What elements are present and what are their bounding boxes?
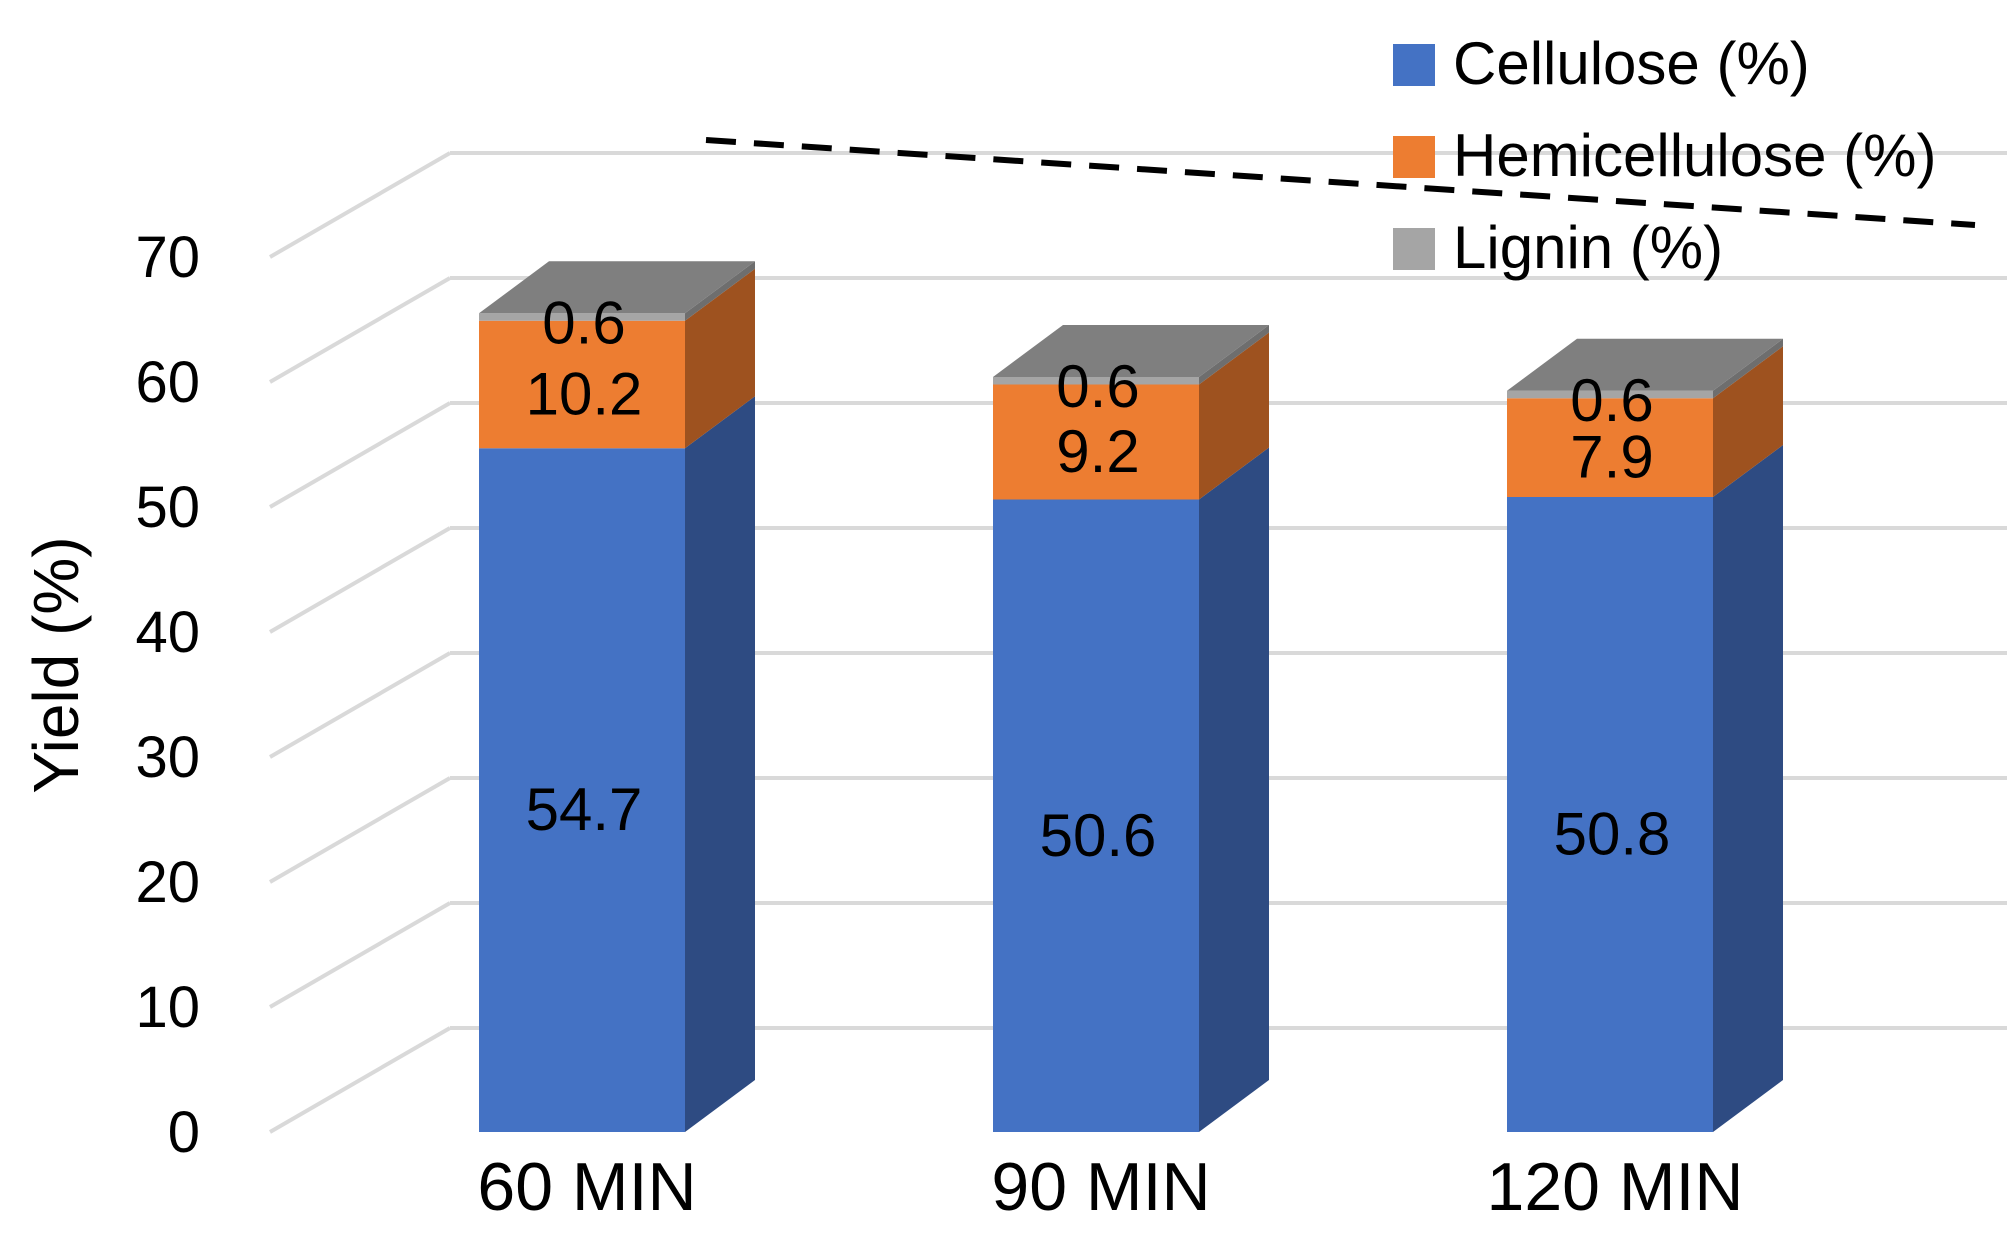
- bar-segment: [1507, 398, 1713, 497]
- bar-segment-side: [1199, 325, 1269, 385]
- gridline-diagonal: [268, 901, 452, 1009]
- bar-segment-side: [1713, 346, 1783, 497]
- y-tick-label: 50: [135, 475, 200, 540]
- bar-segment-side: [1199, 332, 1269, 500]
- bar-segment-side: [685, 268, 755, 449]
- data-label: 9.2: [1056, 418, 1139, 485]
- gridline-diagonal: [268, 776, 452, 884]
- bar-segment-side: [685, 261, 755, 321]
- bar-top: [479, 261, 755, 314]
- y-tick-label: 70: [135, 225, 200, 290]
- y-tick-label: 20: [135, 850, 200, 915]
- bar-segment-side: [685, 396, 755, 1132]
- y-tick-label: 40: [135, 600, 200, 665]
- y-tick-label: 10: [135, 975, 200, 1040]
- data-label: 0.6: [1570, 367, 1653, 434]
- data-label: 54.7: [526, 776, 643, 843]
- bar-segment: [993, 384, 1199, 500]
- gridline-diagonal: [268, 151, 452, 259]
- legend-swatch: [1393, 228, 1435, 270]
- bar-top: [1507, 338, 1783, 391]
- bar-segment-side: [1199, 447, 1269, 1132]
- bars: [479, 261, 1783, 1132]
- bar-segment: [993, 499, 1199, 1132]
- bar-segment: [479, 313, 685, 321]
- x-tick-label: 90 MIN: [991, 1149, 1210, 1225]
- bar-top: [993, 325, 1269, 377]
- y-tick-label: 30: [135, 725, 200, 790]
- legend-label: Hemicellulose (%): [1453, 122, 1936, 189]
- y-tick-label: 0: [168, 1100, 200, 1165]
- legend-label: Cellulose (%): [1453, 30, 1810, 97]
- dashed-trend-line: [705, 137, 1976, 228]
- bar-segment-side: [1713, 445, 1783, 1132]
- gridline-diagonal: [268, 1026, 452, 1134]
- gridline-diagonal: [268, 276, 452, 384]
- gridline-diagonal: [268, 401, 452, 509]
- bar-segment: [1507, 390, 1713, 399]
- data-label: 10.2: [526, 361, 643, 428]
- bar-segment: [479, 448, 685, 1132]
- legend-label: Lignin (%): [1453, 214, 1723, 281]
- axes: 0 10 20 30 40 50 60 70 60 MIN 90 MIN 120 MIN: [135, 225, 1743, 1225]
- y-axis-label: Yield (%): [20, 536, 92, 793]
- bar-segment-side: [1713, 338, 1783, 399]
- legend-swatch: [1393, 136, 1435, 178]
- data-label: 50.8: [1554, 801, 1671, 868]
- legend: Cellulose (%) Hemicellulose (%) Lignin (%): [1393, 30, 1936, 281]
- x-tick-label: 120 MIN: [1487, 1149, 1744, 1225]
- x-tick-label: 60 MIN: [477, 1149, 696, 1225]
- data-label: 0.6: [542, 289, 625, 356]
- bar-segment: [479, 320, 685, 449]
- data-label: 0.6: [1056, 353, 1139, 420]
- bar-segment: [993, 377, 1199, 385]
- y-tick-label: 60: [135, 350, 200, 415]
- data-label: 50.6: [1040, 802, 1157, 869]
- bar-segment: [1507, 497, 1713, 1132]
- data-labels: 54.710.20.650.69.20.650.87.90.6: [526, 289, 1671, 869]
- gridline-diagonal: [268, 651, 452, 759]
- legend-swatch: [1393, 44, 1435, 86]
- data-label: 7.9: [1570, 424, 1653, 491]
- gridline-diagonal: [268, 526, 452, 634]
